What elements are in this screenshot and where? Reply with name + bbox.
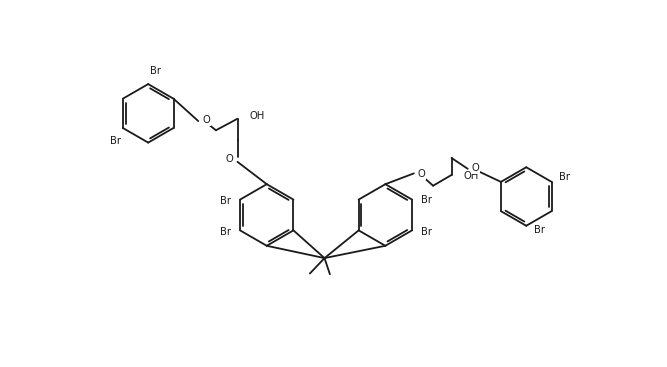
Text: Br: Br	[110, 136, 121, 146]
Text: Br: Br	[560, 172, 570, 182]
Text: Br: Br	[422, 227, 432, 237]
Text: O: O	[202, 115, 210, 125]
Text: Br: Br	[422, 195, 432, 204]
Text: O: O	[418, 169, 426, 179]
Text: Br: Br	[534, 225, 545, 235]
Text: OH: OH	[250, 110, 265, 121]
Text: Br: Br	[220, 196, 231, 206]
Text: O: O	[225, 154, 233, 164]
Text: Br: Br	[149, 66, 161, 76]
Text: Br: Br	[220, 227, 231, 237]
Text: OH: OH	[464, 171, 479, 181]
Text: O: O	[472, 163, 480, 173]
